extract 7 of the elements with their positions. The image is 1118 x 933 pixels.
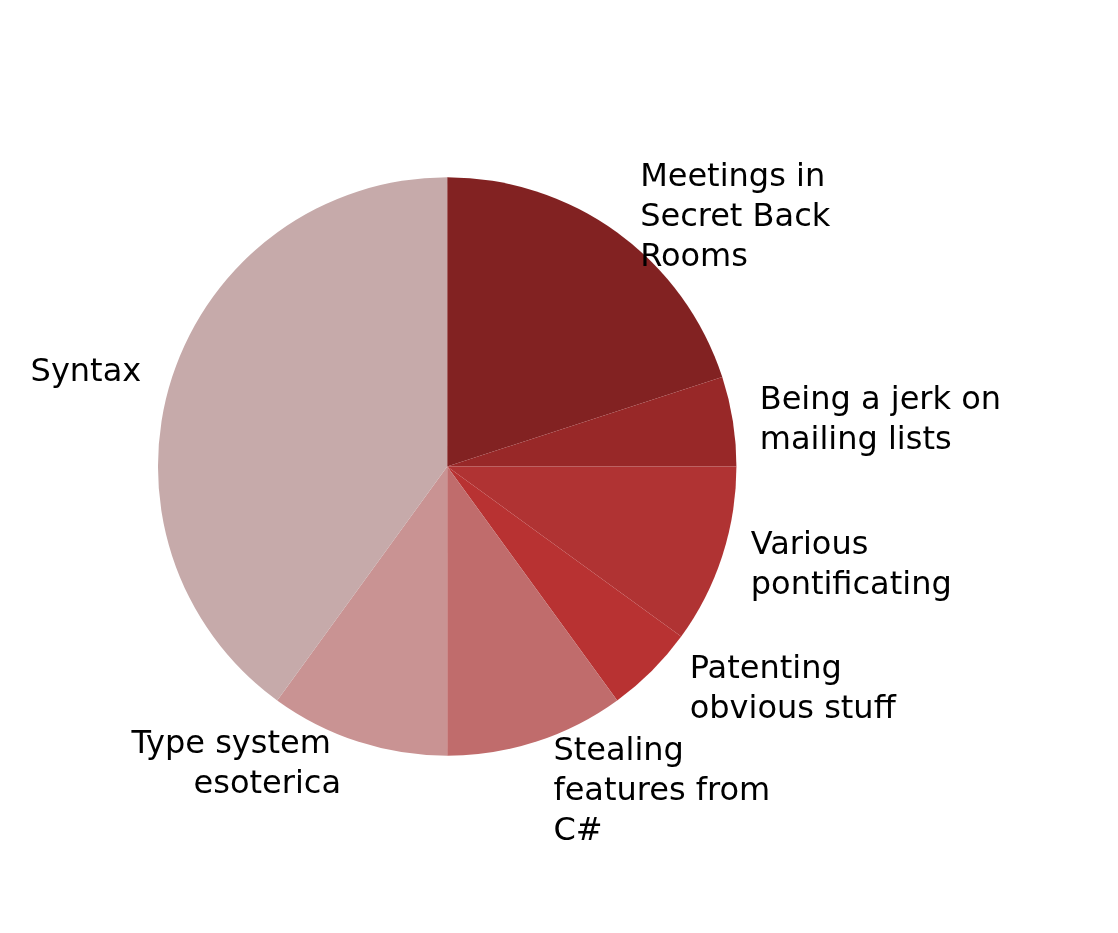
- slice-label: Being a jerk on mailing lists: [759, 378, 1012, 457]
- slice-label: Stealing features from C#: [553, 729, 781, 848]
- slice-label: Patenting obvious stuff: [689, 647, 897, 726]
- slice-label: Meetings in Secret Back Rooms: [640, 155, 841, 274]
- slice-label: Syntax: [30, 351, 142, 390]
- slice-label: Type system esoterica: [130, 723, 342, 802]
- slice-label: Various pontificating: [750, 523, 952, 602]
